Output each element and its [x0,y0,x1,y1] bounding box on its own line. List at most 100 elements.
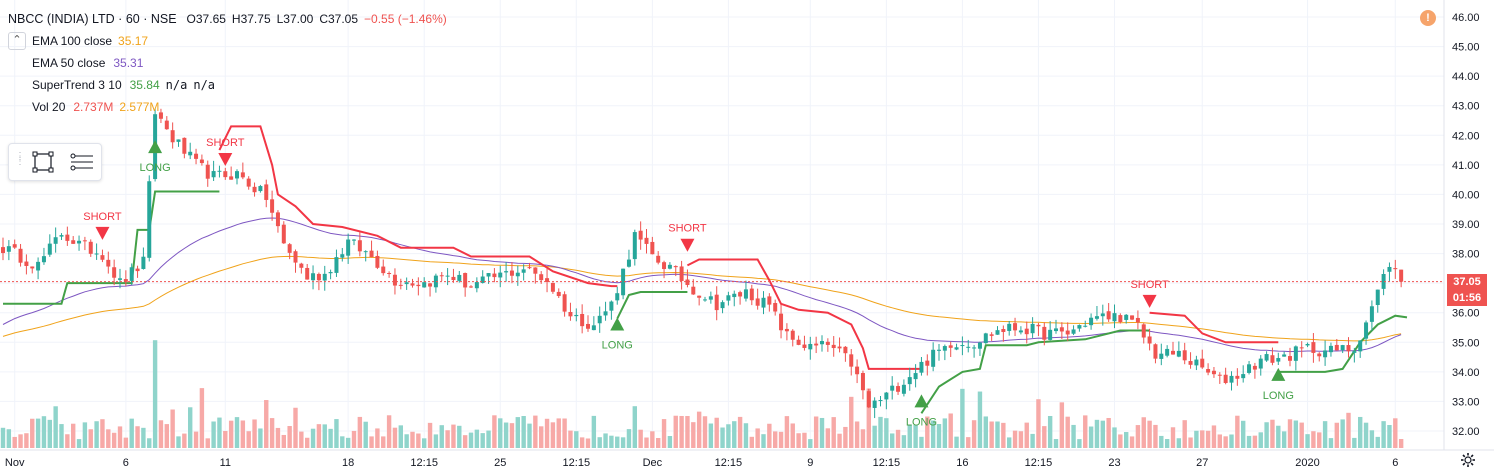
candle [784,323,789,341]
volume-bar [1246,435,1252,448]
volume-bar [837,433,842,448]
candle [240,162,245,180]
volume-bar [574,431,579,448]
change-value: −0.55 (−1.46%) [364,12,447,26]
candle [451,268,456,283]
candle [896,382,901,395]
volume-bar [340,436,345,448]
volume-bar [427,422,433,448]
volume-bar [1340,419,1345,448]
y-tick-label: 34.00 [1452,367,1480,379]
candle [720,300,725,314]
indicator-ema50[interactable]: EMA 50 close 35.31 [8,52,453,74]
symbol-row: NBCC (INDIA) LTD · 60 · NSE O37.65 H37.7… [8,8,453,30]
candle [1369,300,1374,331]
candle [790,329,795,347]
alert-dot-icon[interactable]: ! [1420,10,1436,26]
rectangle-tool-icon[interactable] [29,148,57,176]
candle [907,367,912,391]
candle [632,229,637,266]
candle [12,239,17,249]
drag-handle-icon[interactable]: ⋮ ⋮ [15,151,25,167]
indicator-value: 35.17 [118,34,149,48]
volume-bar [433,434,439,448]
candle [281,221,286,244]
candle [270,190,275,221]
symbol-title[interactable]: NBCC (INDIA) LTD · 60 · NSE [8,12,177,26]
volume-bar [1065,416,1070,448]
indicator-supertrend[interactable]: SuperTrend 3 10 35.84 n/a n/a [8,74,453,96]
volume-bar [539,426,544,448]
horizontal-lines-tool-icon[interactable] [67,148,95,176]
volume-bar [995,421,1000,448]
time-axis[interactable] [0,450,1444,474]
indicator-ema100[interactable]: ⌃ EMA 100 close 35.17 [8,30,453,52]
candle [1065,322,1070,341]
candle [673,265,678,277]
candle [667,262,672,270]
candle [316,272,321,291]
candle [954,343,959,351]
volume-bar [702,416,708,448]
volume-bar [1071,424,1076,448]
settings-gear-icon[interactable] [1460,452,1476,468]
long-signal: LONG [140,140,171,174]
volume-bar [930,420,936,448]
candle [662,260,667,279]
volume-bar [773,431,778,448]
candle [410,278,415,288]
candle [18,243,23,267]
volume-bar [1235,415,1240,448]
volume-bar [392,427,398,448]
volume-bar [784,416,790,448]
candle [199,154,204,166]
signal-label: SHORT [1130,279,1169,291]
candle [743,280,748,302]
candle [1083,320,1088,328]
volume-bar [480,433,485,448]
candle [626,249,631,268]
volume-bar [228,420,234,448]
volume-bar [661,419,667,448]
volume-bar [1176,438,1182,448]
collapse-chevron-icon[interactable]: ⌃ [8,32,26,50]
candle [334,249,339,277]
candle [1223,367,1228,385]
volume-bar [1100,420,1105,448]
candle [486,273,491,284]
x-tick-label: 12:15 [410,457,438,469]
candle [913,364,918,388]
long-signal: LONG [1263,367,1294,402]
candle [1299,341,1304,358]
candle [188,142,193,160]
volume-bar [737,416,743,448]
candle [1352,347,1357,363]
signal-label: LONG [602,340,633,352]
candle [135,265,140,278]
candle [1124,313,1129,324]
drawing-toolbox[interactable]: ⋮ ⋮ [8,143,102,181]
volume-bar [474,429,480,448]
candle [428,282,433,297]
volume-bar [971,420,977,448]
volume-bar [211,421,216,448]
candle [609,300,614,320]
volume-bar [12,436,17,448]
candle [1089,313,1094,330]
candle [59,233,64,240]
chart-legend: NBCC (INDIA) LTD · 60 · NSE O37.65 H37.7… [8,8,453,118]
candle [1247,360,1252,375]
indicator-volume[interactable]: Vol 20 2.737M 2.577M [8,96,453,118]
volume-bar [1194,430,1199,448]
supertrend-down-line [218,125,618,288]
price-axis[interactable] [1444,0,1494,450]
signal-label: LONG [140,162,171,174]
volume-bar [152,340,158,448]
candle [118,268,122,289]
candle [392,268,397,295]
volume-bar [310,428,316,448]
candle [1147,328,1152,351]
candle [71,236,76,244]
volume-bar [1182,420,1187,448]
